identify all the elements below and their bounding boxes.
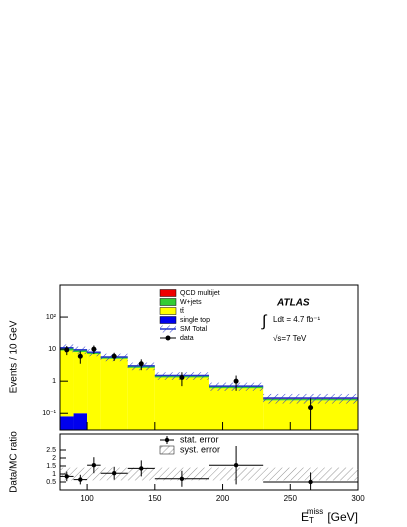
ratio-point bbox=[179, 476, 185, 481]
ratio-y-label: Data/MC ratio bbox=[9, 431, 20, 493]
x-label-sub: T bbox=[309, 516, 314, 525]
ratio-point bbox=[308, 479, 313, 485]
legend-marker bbox=[164, 437, 170, 443]
ratio-point bbox=[91, 463, 97, 468]
legend-label: W+jets bbox=[180, 299, 202, 306]
y-tick-label: 10 bbox=[48, 346, 56, 353]
stack-bar bbox=[60, 416, 74, 430]
legend-swatch bbox=[159, 307, 177, 315]
ratio-y-tick-label: 1.5 bbox=[46, 463, 56, 470]
y-tick-label: 10⁻¹ bbox=[42, 410, 56, 417]
ratio-y-tick-label: 0.5 bbox=[46, 479, 56, 486]
ratio-point bbox=[64, 474, 69, 479]
ratio-point bbox=[78, 477, 83, 482]
legend-swatch bbox=[159, 445, 175, 455]
stack-bar bbox=[87, 354, 101, 430]
x-tick-label: 100 bbox=[80, 494, 94, 503]
legend-label: data bbox=[180, 335, 194, 342]
data-point bbox=[64, 347, 70, 353]
legend-label: SM Total bbox=[180, 326, 208, 333]
legend-label: stat. error bbox=[180, 434, 219, 444]
legend-swatch bbox=[159, 289, 177, 297]
legend-label: tt̄ bbox=[180, 307, 184, 315]
lumi-label: Ldt = 4.7 fb⁻¹ bbox=[273, 315, 320, 324]
legend-label: QCD multijet bbox=[180, 290, 220, 297]
ratio-y-tick-label: 1 bbox=[52, 471, 56, 478]
syst-band bbox=[73, 467, 88, 481]
legend-swatch bbox=[159, 298, 177, 306]
x-tick-label: 150 bbox=[148, 494, 162, 503]
main-frame bbox=[59, 284, 359, 431]
y-tick-label: 1 bbox=[52, 378, 56, 385]
x-tick-label: 300 bbox=[351, 494, 365, 503]
y-axis-label: Events / 10 GeV bbox=[9, 320, 20, 393]
stack-bar bbox=[73, 352, 88, 414]
data-point bbox=[77, 353, 83, 359]
ratio-y-tick-label: 2 bbox=[52, 455, 56, 462]
data-point bbox=[111, 353, 117, 359]
stack-bar bbox=[209, 388, 264, 430]
x-axis-label: ETmiss [GeV] bbox=[301, 507, 358, 525]
stack-bar bbox=[73, 413, 88, 430]
x-tick-label: 200 bbox=[216, 494, 230, 503]
stack-bar bbox=[60, 350, 74, 417]
energy-label: √s=7 TeV bbox=[273, 334, 307, 343]
data-point bbox=[138, 361, 144, 367]
legend-label: single top bbox=[180, 317, 210, 324]
ratio-point bbox=[111, 471, 117, 476]
data-point bbox=[91, 346, 97, 352]
legend-marker bbox=[165, 335, 171, 341]
data-point bbox=[233, 378, 239, 384]
ratio-point bbox=[233, 463, 239, 468]
x-label-unit: [GeV] bbox=[327, 510, 358, 524]
ratio-y-tick-label: 2.5 bbox=[46, 447, 56, 454]
x-label-main: E bbox=[301, 510, 309, 524]
stack-bar bbox=[127, 367, 155, 430]
ratio-frame bbox=[59, 433, 359, 491]
y-tick-label: 10² bbox=[46, 314, 57, 321]
integral-sign: ∫ bbox=[261, 313, 268, 330]
stack-bar bbox=[154, 377, 209, 430]
legend-label: syst. error bbox=[180, 444, 220, 454]
x-tick-label: 250 bbox=[284, 494, 298, 503]
syst-band bbox=[87, 467, 101, 481]
stack-bar bbox=[100, 358, 128, 430]
legend-swatch bbox=[159, 316, 177, 324]
experiment-label: ATLAS bbox=[276, 298, 310, 309]
x-label-sup: miss bbox=[307, 507, 323, 516]
data-point bbox=[179, 375, 185, 381]
data-point bbox=[308, 405, 314, 411]
ratio-point bbox=[139, 466, 144, 471]
